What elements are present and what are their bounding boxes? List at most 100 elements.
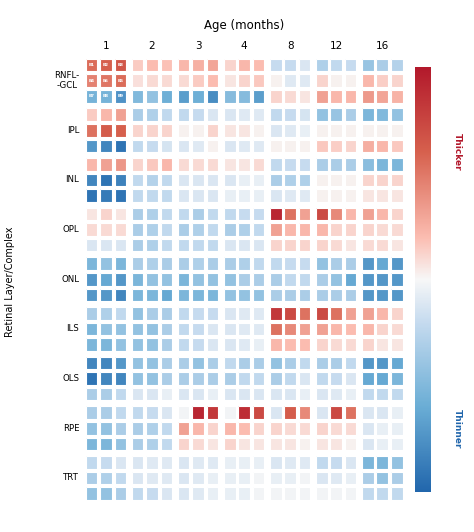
Bar: [330, 124, 342, 137]
Bar: [132, 273, 144, 286]
Text: RNFL-
-GCL: RNFL- -GCL: [54, 71, 79, 90]
Bar: [376, 288, 388, 301]
Bar: [362, 174, 374, 186]
Bar: [330, 307, 342, 320]
Bar: [270, 74, 282, 87]
Bar: [284, 257, 296, 270]
Bar: [161, 158, 172, 171]
Bar: [161, 208, 172, 220]
Bar: [161, 174, 172, 186]
Bar: [100, 239, 112, 252]
Bar: [345, 372, 356, 385]
Bar: [238, 388, 250, 401]
Bar: [362, 288, 374, 301]
Bar: [376, 307, 388, 320]
Bar: [178, 307, 190, 320]
Bar: [132, 437, 144, 450]
Bar: [178, 257, 190, 270]
Bar: [391, 323, 402, 335]
Text: 1: 1: [103, 41, 109, 51]
Bar: [192, 437, 204, 450]
Bar: [345, 323, 356, 335]
Bar: [253, 487, 264, 500]
Bar: [207, 223, 219, 236]
Bar: [178, 472, 190, 484]
Bar: [270, 406, 282, 419]
Bar: [330, 372, 342, 385]
Bar: [86, 388, 97, 401]
Bar: [161, 109, 172, 121]
Text: ONL: ONL: [61, 275, 79, 284]
Bar: [100, 273, 112, 286]
Bar: [270, 288, 282, 301]
Bar: [270, 456, 282, 469]
Bar: [253, 323, 264, 335]
Bar: [224, 139, 236, 152]
Bar: [270, 208, 282, 220]
Bar: [299, 239, 310, 252]
Bar: [376, 472, 388, 484]
Bar: [115, 422, 126, 435]
Bar: [178, 288, 190, 301]
Bar: [86, 90, 97, 103]
Bar: [316, 273, 328, 286]
Bar: [270, 74, 282, 87]
Bar: [330, 406, 342, 419]
Bar: [161, 338, 172, 351]
Bar: [345, 139, 356, 152]
Bar: [224, 174, 236, 186]
Bar: [192, 422, 204, 435]
Bar: [316, 372, 328, 385]
Bar: [100, 257, 112, 270]
Bar: [192, 109, 204, 121]
Bar: [192, 208, 204, 220]
Bar: [100, 472, 112, 484]
Bar: [238, 223, 250, 236]
Bar: [316, 288, 328, 301]
Bar: [86, 158, 97, 171]
Bar: [345, 239, 356, 252]
Bar: [224, 90, 236, 103]
Bar: [207, 406, 219, 419]
Bar: [270, 223, 282, 236]
Bar: [284, 124, 296, 137]
Bar: [284, 59, 296, 71]
Bar: [362, 257, 374, 270]
Bar: [100, 208, 112, 220]
Bar: [362, 437, 374, 450]
Bar: [391, 239, 402, 252]
Bar: [86, 239, 97, 252]
Bar: [86, 372, 97, 385]
Bar: [86, 74, 97, 87]
Bar: [224, 208, 236, 220]
Bar: [330, 158, 342, 171]
Bar: [146, 307, 158, 320]
Bar: [207, 323, 219, 335]
Bar: [284, 338, 296, 351]
Bar: [178, 406, 190, 419]
Bar: [161, 307, 172, 320]
Bar: [146, 208, 158, 220]
Bar: [207, 90, 219, 103]
Bar: [391, 174, 402, 186]
Bar: [224, 208, 236, 220]
Bar: [146, 388, 158, 401]
Bar: [316, 456, 328, 469]
Bar: [316, 208, 328, 220]
Bar: [316, 406, 328, 419]
Bar: [253, 388, 264, 401]
Bar: [376, 74, 388, 87]
Bar: [270, 109, 282, 121]
Bar: [115, 288, 126, 301]
Bar: [391, 208, 402, 220]
Bar: [207, 273, 219, 286]
Bar: [161, 323, 172, 335]
Bar: [132, 59, 144, 71]
Bar: [100, 273, 112, 286]
Bar: [345, 208, 356, 220]
Bar: [330, 223, 342, 236]
Text: B1: B1: [89, 63, 94, 67]
Bar: [253, 273, 264, 286]
Bar: [178, 139, 190, 152]
Bar: [161, 208, 172, 220]
